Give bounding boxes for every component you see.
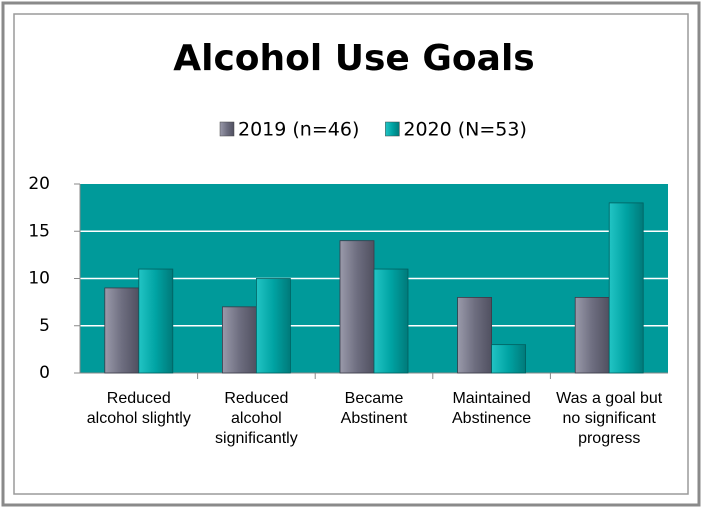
- y-tick-label: 10: [28, 269, 50, 289]
- bar: [339, 240, 375, 374]
- legend-swatch: [219, 121, 235, 137]
- y-tick-label: 0: [39, 363, 50, 383]
- y-tick-label: 5: [39, 316, 50, 336]
- bar: [373, 268, 409, 374]
- bar: [104, 287, 140, 374]
- bar: [457, 296, 493, 374]
- bar: [221, 306, 257, 374]
- x-tick-label: Was a goal but no significant progress: [556, 390, 663, 447]
- bar: [138, 268, 174, 374]
- legend-swatch: [385, 121, 400, 137]
- bar: [491, 344, 527, 374]
- legend-label: 2019 (n=46): [238, 119, 359, 141]
- legend-label: 2020 (N=53): [403, 119, 527, 141]
- x-tick-label: Reduced alcohol significantly: [215, 390, 298, 447]
- bar: [574, 296, 610, 374]
- y-tick-label: 15: [28, 221, 50, 241]
- x-tick-label: Reduced alcohol slightly: [86, 390, 191, 427]
- chart-title: Alcohol Use Goals: [173, 38, 534, 79]
- bar: [255, 278, 291, 374]
- y-tick-label: 20: [28, 174, 50, 194]
- bar: [608, 202, 644, 374]
- x-tick-label: Became Abstinent: [340, 390, 408, 427]
- x-tick-label: Maintained Abstinence: [452, 390, 532, 427]
